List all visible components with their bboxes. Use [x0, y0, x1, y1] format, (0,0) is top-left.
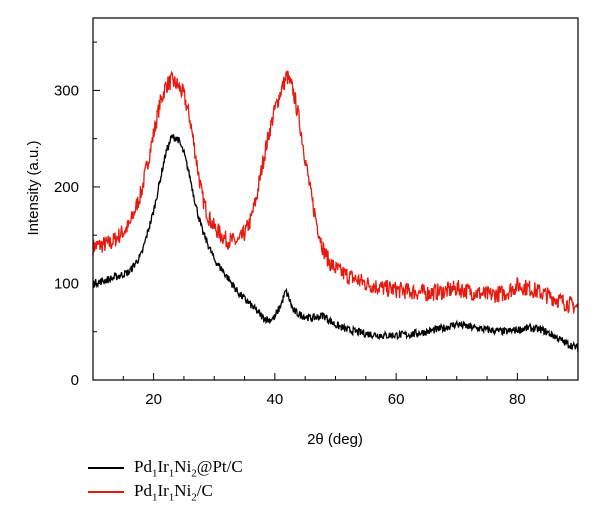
legend: Pd1Ir1Ni2@Pt/C Pd1Ir1Ni2/C	[88, 456, 388, 504]
y-tick-label: 100	[54, 275, 79, 292]
y-tick-label: 200	[54, 179, 79, 196]
y-tick-label: 300	[54, 82, 79, 99]
y-tick-label: 0	[71, 372, 79, 389]
x-tick-label: 40	[267, 391, 284, 408]
series-line-0	[92, 133, 579, 352]
legend-label-0: Pd1Ir1Ni2@Pt/C	[134, 456, 243, 480]
legend-label-1: Pd1Ir1Ni2/C	[134, 480, 213, 504]
y-axis-title: Intensity (a.u.)	[25, 140, 42, 235]
legend-item-0: Pd1Ir1Ni2@Pt/C	[88, 456, 388, 480]
x-tick-label: 80	[509, 391, 526, 408]
legend-item-1: Pd1Ir1Ni2/C	[88, 480, 388, 504]
series-line-1	[92, 70, 579, 314]
x-tick-label: 20	[145, 391, 162, 408]
x-tick-label: 60	[388, 391, 405, 408]
x-axis-title: 2θ (deg)	[307, 431, 363, 448]
legend-line-1	[88, 491, 124, 493]
legend-line-0	[88, 467, 124, 469]
